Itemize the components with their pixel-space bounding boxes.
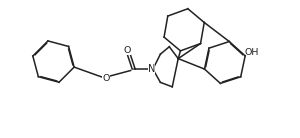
Text: O: O xyxy=(123,46,131,55)
Text: OH: OH xyxy=(244,48,259,57)
Text: N: N xyxy=(148,64,155,74)
Text: O: O xyxy=(102,74,110,83)
